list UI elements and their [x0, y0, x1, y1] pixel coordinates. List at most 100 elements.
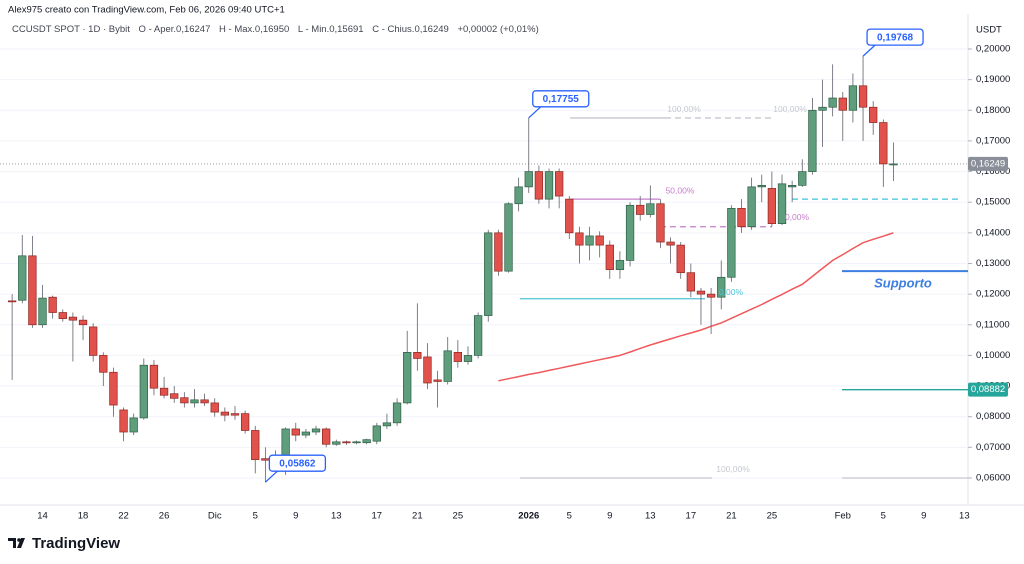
candle-body — [808, 109, 817, 172]
candle-body — [230, 413, 240, 416]
candle-body — [524, 171, 533, 188]
moving-average — [498, 232, 894, 382]
candle-body — [889, 163, 898, 166]
candle-body — [48, 296, 57, 313]
candle-body — [78, 319, 88, 326]
callout-label: 0,19768 — [877, 32, 914, 43]
level-label: 50,00% — [666, 185, 695, 195]
x-tick-label: 22 — [118, 511, 129, 522]
price-box — [968, 382, 1008, 397]
candle-body — [727, 207, 736, 278]
level-label: 100,00% — [716, 464, 750, 474]
candle-body — [372, 425, 381, 442]
x-tick-label: 5 — [253, 511, 258, 522]
candle-body — [676, 244, 685, 274]
candle-body — [392, 402, 402, 424]
x-tick-label: 18 — [78, 511, 89, 522]
y-tick-label: 0,16000 — [976, 166, 1010, 177]
candle-body — [159, 387, 169, 396]
candle-body — [68, 316, 78, 321]
callout-pointer — [264, 470, 278, 483]
level-label: 100,00% — [667, 104, 701, 114]
candle-body — [18, 255, 27, 301]
candle-body — [413, 351, 422, 359]
candle-body — [818, 106, 827, 111]
candle-body — [615, 260, 625, 270]
y-tick-label: 0,17000 — [976, 135, 1010, 146]
price-box — [968, 156, 1008, 171]
y-tick-label: 0,13000 — [976, 258, 1010, 269]
candle-body — [494, 232, 503, 272]
candle-body — [28, 255, 37, 326]
x-tick-label: 5 — [567, 511, 572, 522]
x-tick-label: 26 — [159, 511, 170, 522]
callout-box — [866, 28, 924, 46]
x-tick-label: Dic — [208, 511, 222, 522]
legend-symbol: CCUSDT SPOT · 1D · Bybit — [12, 24, 130, 35]
candle-body — [403, 351, 412, 404]
y-tick-label: 0,11000 — [976, 319, 1010, 330]
candle-body — [58, 312, 67, 319]
candle-body — [666, 241, 675, 246]
y-tick-label: 0,12000 — [976, 289, 1010, 300]
candle-body — [119, 409, 128, 433]
candle-body — [777, 183, 787, 225]
candle-body — [362, 439, 371, 444]
level-label: Supporto — [874, 276, 932, 291]
candle-body — [463, 355, 473, 362]
candle-body — [473, 315, 483, 356]
candle-body — [180, 397, 189, 404]
candle-body — [534, 171, 544, 200]
candle-body — [737, 207, 746, 228]
legend: CCUSDT SPOT · 1D · Bybit O - Aper.0,1624… — [12, 24, 539, 35]
candle-body — [787, 185, 797, 188]
candle-body — [646, 203, 655, 215]
candle-body — [281, 428, 290, 457]
level-label: 100,00% — [773, 104, 807, 114]
candle-body — [798, 171, 807, 186]
brand: TradingView — [32, 535, 120, 552]
candle-body — [605, 244, 614, 270]
candle-body — [484, 232, 493, 316]
candle-body — [190, 399, 199, 404]
y-unit: USDT — [976, 25, 1002, 36]
candle-body — [767, 188, 777, 225]
legend-high: H - Max.0,16950 — [219, 24, 289, 35]
y-tick-label: 0,08000 — [976, 411, 1010, 422]
logo-icon — [8, 538, 25, 548]
candle-body — [342, 441, 351, 444]
candle-body — [210, 402, 219, 413]
x-tick-label: 21 — [412, 511, 423, 522]
callout-box — [268, 454, 327, 472]
candle-body — [595, 235, 604, 246]
chart-header: Alex975 creato con TradingView.com, Feb … — [8, 5, 285, 16]
candle-body — [322, 428, 331, 445]
x-tick-label: 9 — [293, 511, 298, 522]
x-tick-label: 9 — [607, 511, 612, 522]
candle-body — [575, 232, 584, 246]
y-tick-label: 0,14000 — [976, 227, 1010, 238]
callout-label: 0,05862 — [279, 458, 316, 469]
logo: TradingView — [8, 535, 120, 552]
y-tick-label: 0,15000 — [976, 197, 1010, 208]
candle-body — [291, 428, 300, 436]
candle-body — [7, 300, 17, 303]
y-tick-label: 0,06000 — [976, 472, 1010, 483]
x-tick-label: 13 — [645, 511, 656, 522]
candle-body — [636, 204, 645, 215]
candle-body — [696, 290, 706, 295]
candle-body — [99, 355, 108, 373]
x-tick-label: 9 — [921, 511, 926, 522]
candle-body — [311, 428, 321, 433]
candle-body — [139, 364, 148, 419]
candle-body — [717, 276, 726, 298]
x-tick-label: 21 — [726, 511, 737, 522]
candle-body — [544, 171, 554, 200]
candle-body — [554, 171, 564, 197]
legend-change: +0,00002 (+0,01%) — [457, 24, 538, 35]
candle-body — [423, 356, 432, 384]
y-tick-label: 0,07000 — [976, 442, 1010, 453]
candle-body — [251, 430, 260, 460]
